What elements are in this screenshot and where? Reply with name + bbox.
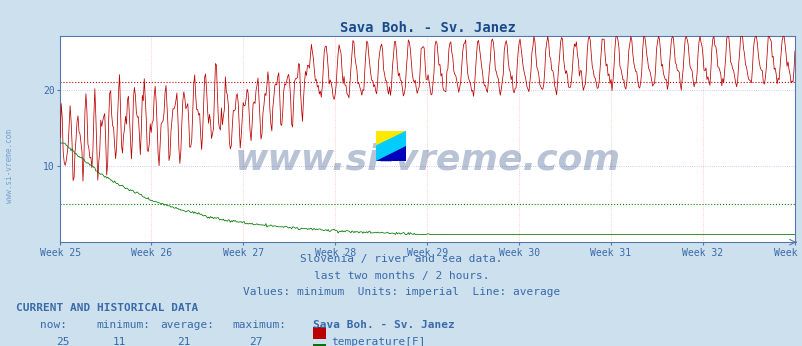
Title: Sava Boh. - Sv. Janez: Sava Boh. - Sv. Janez <box>339 21 515 35</box>
Text: 21: 21 <box>176 337 190 346</box>
Text: Slovenia / river and sea data.: Slovenia / river and sea data. <box>300 254 502 264</box>
Polygon shape <box>375 131 406 161</box>
Text: temperature[F]: temperature[F] <box>330 337 425 346</box>
Text: Sava Boh. - Sv. Janez: Sava Boh. - Sv. Janez <box>313 320 455 330</box>
Text: average:: average: <box>160 320 214 330</box>
Text: minimum:: minimum: <box>96 320 150 330</box>
Text: 27: 27 <box>249 337 262 346</box>
Text: www.si-vreme.com: www.si-vreme.com <box>234 143 620 177</box>
Text: CURRENT AND HISTORICAL DATA: CURRENT AND HISTORICAL DATA <box>16 303 198 313</box>
Polygon shape <box>375 131 406 146</box>
Polygon shape <box>375 146 406 161</box>
Text: 11: 11 <box>112 337 126 346</box>
Text: maximum:: maximum: <box>233 320 286 330</box>
Text: now:: now: <box>40 320 67 330</box>
Text: 25: 25 <box>56 337 70 346</box>
Text: Values: minimum  Units: imperial  Line: average: Values: minimum Units: imperial Line: av… <box>242 287 560 297</box>
Text: www.si-vreme.com: www.si-vreme.com <box>5 129 14 203</box>
Text: last two months / 2 hours.: last two months / 2 hours. <box>314 271 488 281</box>
